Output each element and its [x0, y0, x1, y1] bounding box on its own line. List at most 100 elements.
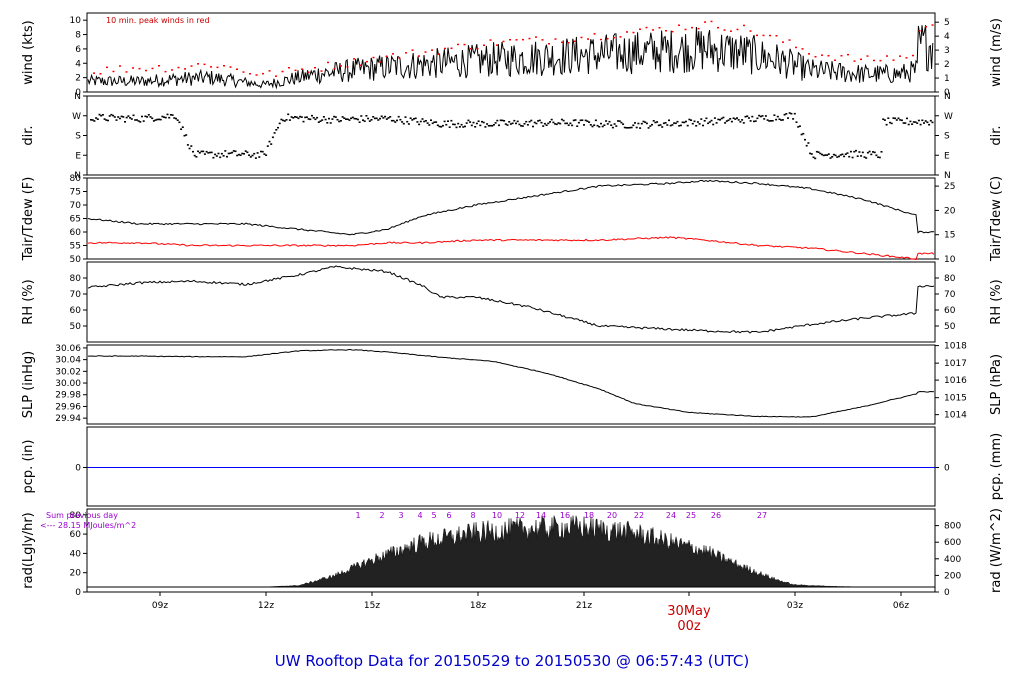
direction-point	[805, 144, 808, 147]
direction-point	[309, 118, 312, 121]
direction-point	[205, 150, 208, 153]
direction-point	[702, 124, 704, 127]
direction-point	[839, 154, 842, 156]
direction-point	[321, 119, 324, 121]
direction-point	[739, 121, 742, 123]
direction-point	[256, 152, 259, 154]
direction-point	[822, 154, 825, 157]
direction-point	[929, 119, 932, 122]
wind-peak-mark	[145, 69, 147, 72]
direction-point	[763, 118, 766, 120]
direction-point	[248, 154, 251, 156]
direction-point	[263, 153, 266, 155]
ytick-left-label: 60	[70, 306, 82, 316]
ytick-left-label: 0	[75, 588, 81, 598]
ytick-left-label: N	[74, 171, 81, 181]
direction-point	[657, 124, 660, 127]
wind-peak-mark	[418, 55, 420, 57]
wind-peak-mark	[281, 70, 284, 73]
direction-point	[824, 154, 827, 156]
xtick-label: 21z	[576, 601, 592, 611]
wind-peak-mark	[580, 36, 583, 39]
direction-point	[819, 152, 822, 155]
direction-point	[618, 120, 621, 122]
direction-point	[365, 115, 368, 117]
ytick-left-label: 70	[70, 201, 82, 211]
direction-point	[696, 121, 699, 123]
direction-point	[875, 154, 878, 157]
direction-point	[390, 119, 393, 122]
direction-point	[494, 122, 497, 124]
wind-peak-mark	[125, 71, 128, 73]
direction-point	[831, 156, 834, 158]
direction-point	[521, 125, 524, 127]
direction-point	[848, 155, 851, 158]
direction-point	[397, 115, 400, 118]
direction-point	[775, 118, 778, 121]
direction-point	[214, 153, 217, 156]
direction-point	[513, 119, 516, 122]
direction-point	[916, 122, 919, 124]
direction-point	[300, 116, 303, 118]
hour-marker: 14	[536, 511, 546, 520]
direction-point	[326, 122, 329, 124]
wind-peak-mark	[671, 30, 674, 33]
direction-point	[676, 120, 679, 123]
direction-point	[217, 152, 220, 155]
wind-peak-mark	[119, 65, 121, 67]
ytick-right-label: 3	[944, 46, 950, 56]
wind-peak-mark	[210, 66, 212, 68]
direction-point	[185, 134, 188, 136]
direction-point	[358, 121, 361, 123]
wind-peak-mark	[93, 72, 95, 74]
direction-point	[443, 120, 446, 123]
direction-point	[103, 118, 106, 120]
direction-point	[861, 151, 864, 154]
direction-point	[399, 118, 402, 121]
direction-point	[423, 120, 426, 123]
direction-point	[516, 120, 519, 123]
direction-point	[144, 115, 147, 118]
direction-point	[382, 117, 385, 119]
direction-point	[712, 123, 715, 126]
direction-point	[297, 117, 300, 120]
direction-point	[921, 119, 924, 122]
direction-point	[385, 118, 388, 120]
wind-peak-mark	[931, 24, 934, 26]
direction-point	[110, 113, 113, 116]
direction-point	[730, 120, 733, 123]
direction-point	[503, 120, 506, 122]
direction-point	[360, 115, 363, 117]
wind-peak-mark	[509, 39, 511, 41]
direction-point	[367, 117, 370, 120]
wind-peak-mark	[151, 67, 154, 70]
direction-point	[894, 117, 897, 120]
wind-peak-mark	[457, 43, 459, 46]
direction-point	[858, 151, 861, 153]
wind-peak-mark	[827, 55, 830, 57]
ytick-right-label: 0	[944, 464, 950, 474]
ytick-left-label: 80	[70, 274, 82, 284]
direction-point	[220, 152, 223, 155]
direction-point	[509, 123, 512, 125]
panel-frame-precipitation	[86, 426, 936, 507]
wind-peak-mark	[600, 38, 602, 41]
direction-point	[771, 120, 774, 122]
direction-point	[387, 117, 390, 119]
hour-marker: 16	[560, 511, 570, 520]
ytick-right-label: 10	[944, 255, 956, 265]
direction-point	[273, 132, 276, 134]
direction-point	[549, 121, 551, 123]
direction-point	[569, 122, 572, 125]
wind-peak-mark	[444, 47, 446, 50]
direction-point	[288, 119, 291, 121]
direction-point	[656, 121, 659, 123]
direction-point	[389, 116, 392, 118]
direction-point	[246, 151, 249, 154]
wind-peak-mark	[879, 59, 882, 62]
direction-point	[113, 116, 116, 118]
direction-point	[710, 119, 713, 122]
direction-point	[183, 134, 186, 137]
wind-peak-mark	[385, 55, 388, 58]
direction-point	[628, 126, 631, 129]
